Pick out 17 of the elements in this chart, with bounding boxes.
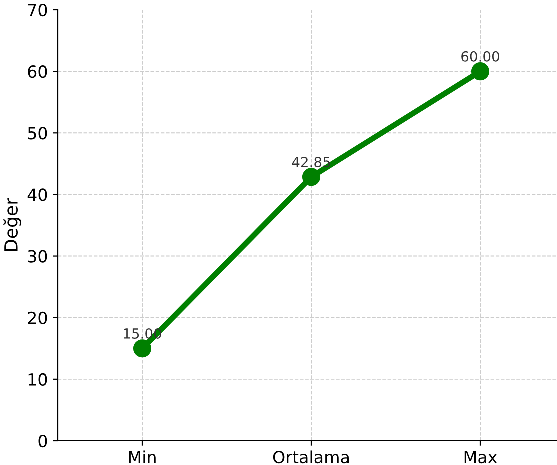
- y-tick-label: 40: [28, 188, 48, 202]
- point: [133, 340, 152, 358]
- y-tick-label: 50: [28, 127, 48, 140]
- y-tick-label: 0: [38, 434, 48, 448]
- point: [302, 168, 321, 186]
- y-tick-label: 10: [28, 373, 48, 386]
- y-tick-label: 30: [28, 250, 48, 263]
- data-label: 42.85: [292, 157, 330, 168]
- y-tick-label: 20: [28, 312, 48, 324]
- point: [471, 62, 490, 81]
- y-tick-label: 70: [28, 4, 48, 17]
- x-tick-label: Min: [129, 450, 156, 464]
- x-tick-label: Ortalama: [273, 450, 349, 464]
- x-tick-label: Max: [464, 451, 498, 464]
- y-axis-title: Değer: [4, 198, 22, 252]
- y-tick-label: 60: [28, 66, 48, 78]
- data-label: 60.00: [462, 51, 500, 62]
